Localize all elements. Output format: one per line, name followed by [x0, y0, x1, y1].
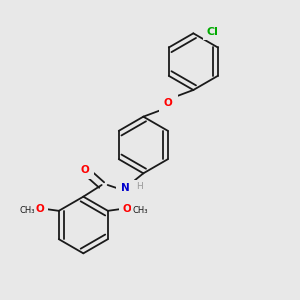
Text: O: O [35, 204, 44, 214]
Text: CH₃: CH₃ [19, 206, 34, 215]
Text: CH₃: CH₃ [132, 206, 148, 215]
Text: N: N [121, 183, 129, 193]
Text: O: O [81, 165, 89, 175]
Text: Cl: Cl [207, 27, 218, 37]
Text: O: O [123, 204, 132, 214]
Text: O: O [164, 98, 173, 108]
Text: H: H [136, 182, 142, 191]
